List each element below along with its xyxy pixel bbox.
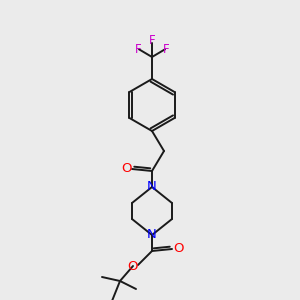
Text: F: F [149, 34, 155, 46]
Text: N: N [147, 229, 157, 242]
Text: O: O [121, 163, 131, 176]
Text: F: F [135, 43, 141, 56]
Text: N: N [147, 181, 157, 194]
Text: O: O [173, 242, 183, 256]
Text: O: O [128, 260, 138, 272]
Text: F: F [163, 43, 169, 56]
